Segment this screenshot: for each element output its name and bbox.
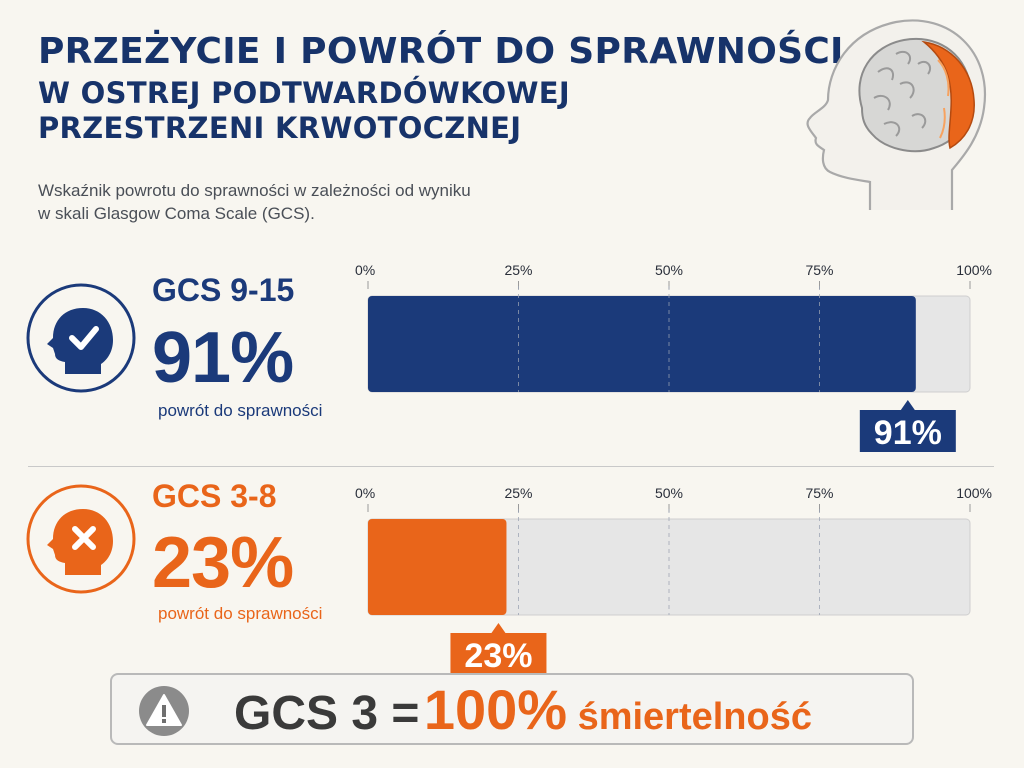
value-label: 23%: [464, 637, 532, 675]
group-percent: 23%: [152, 523, 294, 603]
bar-chart-gcs-3-8: 0% 25% 50% 75% 100% 23%: [355, 485, 992, 675]
group-caption: powrót do sprawności: [158, 604, 323, 623]
group-percent: 91%: [152, 318, 294, 398]
title-line-3: PRZESTRZENI KRWOTOCZNEJ: [38, 111, 522, 146]
group-label: GCS 3-8: [152, 478, 277, 514]
head-x-icon: [26, 484, 136, 594]
tick-label: 50%: [655, 262, 683, 278]
subtitle: Wskaźnik powrotu do sprawności w zależno…: [38, 180, 558, 226]
tick-label: 75%: [805, 262, 833, 278]
bar: [368, 296, 916, 392]
title-line-1: PRZEŻYCIE I POWRÓT DO SPRAWNOŚCI: [38, 31, 844, 72]
tick-label: 0%: [355, 262, 375, 278]
head-brain-illustration: [806, 19, 987, 210]
subtitle-line-2: w skali Glasgow Coma Scale (GCS).: [38, 203, 315, 223]
mortality-text: śmiertelność: [577, 696, 813, 738]
value-callout: [859, 400, 956, 452]
page-title: PRZEŻYCIE I POWRÓT DO SPRAWNOŚCI W OSTRE…: [38, 32, 844, 145]
bar-chart-gcs-9-15: 0% 25% 50% 75% 100% 91%: [355, 262, 992, 452]
mortality-label: GCS 3 =: [234, 687, 420, 740]
value-callout: [450, 623, 547, 675]
mortality-statement: GCS 3 = 100% śmiertelność: [234, 682, 812, 738]
bar: [368, 519, 507, 615]
tick-label: 25%: [504, 262, 532, 278]
section-divider: [28, 466, 994, 467]
tick-label: 25%: [504, 485, 532, 501]
mortality-value: 100%: [423, 678, 568, 741]
group-label: GCS 9-15: [152, 272, 295, 308]
group-caption: powrót do sprawności: [158, 401, 323, 420]
subtitle-line-1: Wskaźnik powrotu do sprawności w zależno…: [38, 181, 471, 200]
head-checkmark-icon: [26, 283, 136, 393]
tick-label: 75%: [805, 485, 833, 501]
tick-label: 50%: [655, 485, 683, 501]
tick-label: 100%: [956, 262, 992, 278]
value-label: 91%: [874, 414, 942, 452]
mortality-callout: GCS 3 = 100% śmiertelność: [110, 673, 914, 745]
warning-triangle-icon: [139, 686, 189, 736]
tick-label: 100%: [956, 485, 992, 501]
tick-label: 0%: [355, 485, 375, 501]
title-line-2: W OSTREJ PODTWARDÓWKOWEJ: [38, 75, 570, 110]
